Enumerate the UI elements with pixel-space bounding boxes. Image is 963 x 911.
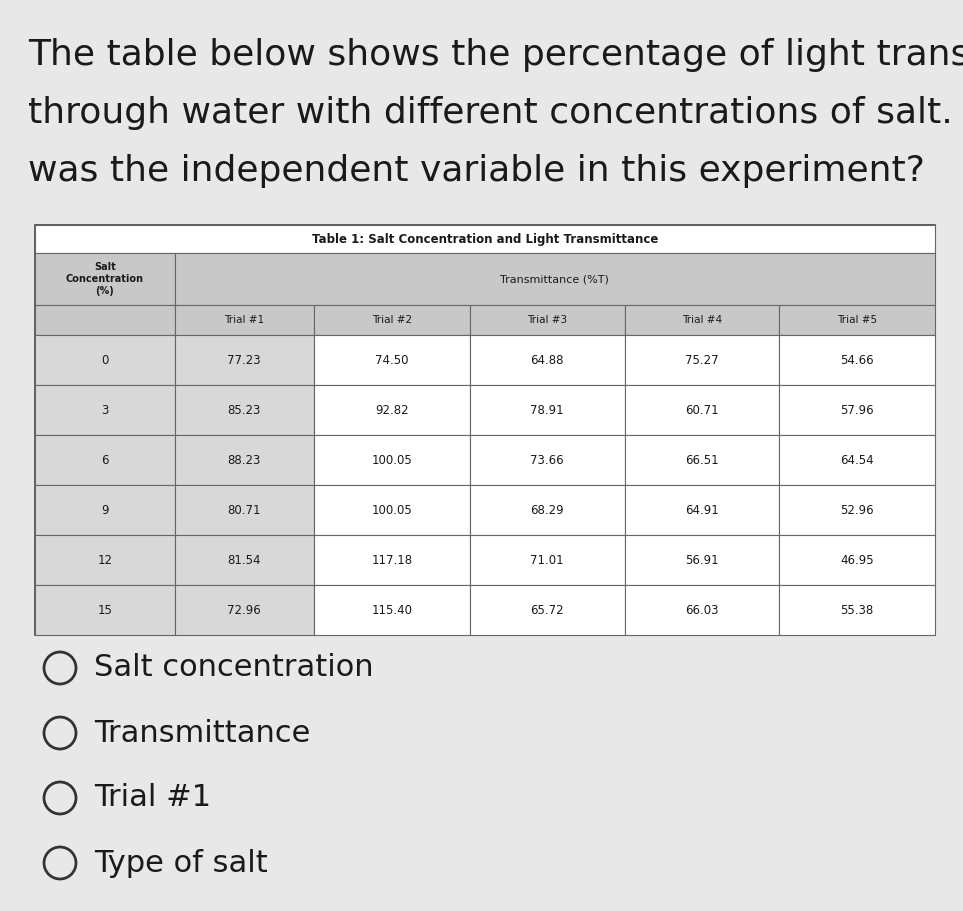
Text: Trial #3: Trial #3 — [527, 315, 567, 325]
Bar — [779, 585, 935, 635]
Text: 85.23: 85.23 — [227, 404, 261, 416]
Text: 0: 0 — [101, 353, 109, 366]
Text: 54.66: 54.66 — [841, 353, 874, 366]
Bar — [779, 385, 935, 435]
Text: 46.95: 46.95 — [841, 554, 874, 567]
Bar — [470, 585, 624, 635]
Bar — [470, 385, 624, 435]
Text: Transmittance: Transmittance — [94, 719, 310, 748]
Bar — [624, 305, 779, 335]
Text: Trial #1: Trial #1 — [224, 315, 264, 325]
Text: Trial #5: Trial #5 — [837, 315, 877, 325]
Bar — [174, 485, 314, 535]
Bar — [35, 385, 174, 435]
Text: 60.71: 60.71 — [685, 404, 718, 416]
Text: was the independent variable in this experiment?: was the independent variable in this exp… — [28, 154, 924, 188]
Bar — [314, 485, 470, 535]
Bar — [779, 435, 935, 485]
Text: Trial #2: Trial #2 — [372, 315, 412, 325]
Bar — [35, 485, 174, 535]
Text: 72.96: 72.96 — [227, 603, 261, 617]
Bar — [35, 585, 174, 635]
Text: 6: 6 — [101, 454, 109, 466]
Text: Salt concentration: Salt concentration — [94, 653, 374, 682]
Text: through water with different concentrations of salt.  What: through water with different concentrati… — [28, 96, 963, 130]
Text: 74.50: 74.50 — [376, 353, 408, 366]
Bar — [35, 225, 935, 635]
Bar — [314, 335, 470, 385]
Bar — [174, 253, 935, 305]
Bar — [624, 535, 779, 585]
Text: Type of salt: Type of salt — [94, 848, 268, 877]
Text: 115.40: 115.40 — [372, 603, 412, 617]
Bar — [314, 435, 470, 485]
Text: 117.18: 117.18 — [372, 554, 412, 567]
Bar — [470, 305, 624, 335]
Bar — [470, 435, 624, 485]
Bar — [35, 225, 935, 253]
Text: Table 1: Salt Concentration and Light Transmittance: Table 1: Salt Concentration and Light Tr… — [312, 232, 658, 245]
Bar — [779, 305, 935, 335]
Text: 3: 3 — [101, 404, 109, 416]
Bar — [314, 305, 470, 335]
Text: 9: 9 — [101, 504, 109, 517]
Bar — [35, 335, 174, 385]
Bar — [35, 435, 174, 485]
Text: 75.27: 75.27 — [685, 353, 718, 366]
Text: 65.72: 65.72 — [531, 603, 564, 617]
Text: 64.88: 64.88 — [531, 353, 564, 366]
Text: 92.82: 92.82 — [375, 404, 408, 416]
Bar — [624, 335, 779, 385]
Text: 77.23: 77.23 — [227, 353, 261, 366]
Text: 52.96: 52.96 — [841, 504, 874, 517]
Text: 73.66: 73.66 — [531, 454, 564, 466]
Bar — [35, 535, 174, 585]
Bar — [35, 253, 174, 305]
Text: 12: 12 — [97, 554, 113, 567]
Bar — [35, 305, 174, 335]
Bar — [314, 535, 470, 585]
Bar — [470, 535, 624, 585]
Text: 71.01: 71.01 — [531, 554, 564, 567]
Text: 64.54: 64.54 — [841, 454, 874, 466]
Bar — [314, 385, 470, 435]
Text: Transmittance (%T): Transmittance (%T) — [501, 274, 610, 284]
Bar — [314, 585, 470, 635]
Bar — [779, 485, 935, 535]
Text: Trial #4: Trial #4 — [682, 315, 722, 325]
Text: 15: 15 — [97, 603, 112, 617]
Bar — [624, 585, 779, 635]
Text: 78.91: 78.91 — [531, 404, 564, 416]
Bar — [174, 335, 314, 385]
Text: 64.91: 64.91 — [685, 504, 718, 517]
Text: 88.23: 88.23 — [227, 454, 261, 466]
Bar — [174, 435, 314, 485]
Bar — [174, 385, 314, 435]
Text: 57.96: 57.96 — [841, 404, 874, 416]
Bar — [624, 435, 779, 485]
Bar — [779, 335, 935, 385]
Bar — [624, 385, 779, 435]
Bar — [624, 485, 779, 535]
Bar — [174, 585, 314, 635]
Text: 68.29: 68.29 — [531, 504, 564, 517]
Text: Salt
Concentration
(%): Salt Concentration (%) — [65, 262, 143, 295]
Text: 81.54: 81.54 — [227, 554, 261, 567]
Bar — [470, 335, 624, 385]
Text: 100.05: 100.05 — [372, 454, 412, 466]
Bar — [174, 535, 314, 585]
Text: The table below shows the percentage of light transmitted: The table below shows the percentage of … — [28, 38, 963, 72]
Text: 100.05: 100.05 — [372, 504, 412, 517]
Text: 66.51: 66.51 — [685, 454, 718, 466]
Bar — [779, 535, 935, 585]
Bar — [174, 305, 314, 335]
Text: Trial #1: Trial #1 — [94, 783, 211, 813]
Bar — [470, 485, 624, 535]
Text: 56.91: 56.91 — [685, 554, 718, 567]
Text: 66.03: 66.03 — [685, 603, 718, 617]
Text: 80.71: 80.71 — [227, 504, 261, 517]
Text: 55.38: 55.38 — [841, 603, 873, 617]
